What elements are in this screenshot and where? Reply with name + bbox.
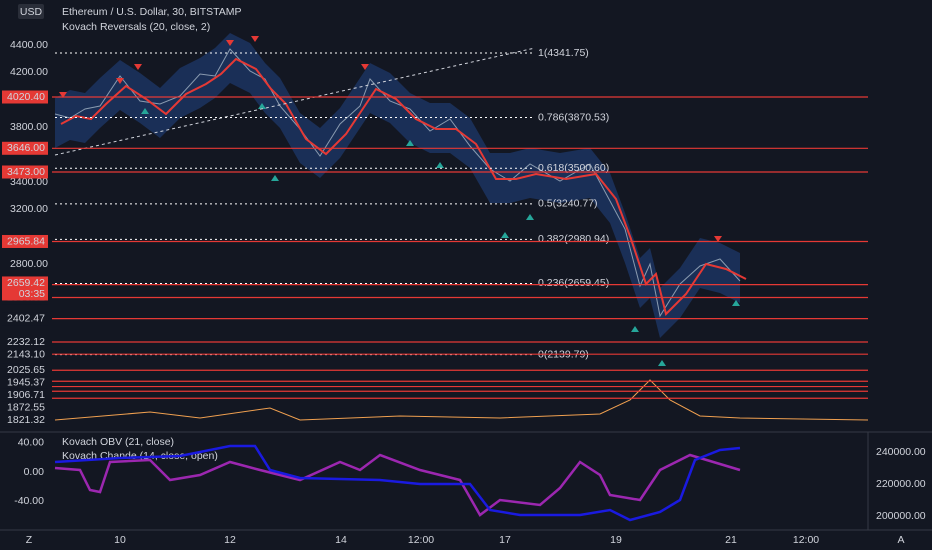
price-tick-label: 3200.00 bbox=[10, 203, 48, 215]
fib-label: 0.786(3870.53) bbox=[538, 111, 609, 123]
level-label: 3646.00 bbox=[7, 142, 45, 154]
level-label: 4020.40 bbox=[7, 91, 45, 103]
sell-signal bbox=[714, 236, 722, 242]
buy-signal bbox=[501, 232, 509, 238]
volume-line bbox=[54, 379, 869, 421]
sell-signal bbox=[226, 40, 234, 46]
time-tick-label: 14 bbox=[335, 534, 347, 546]
obv-tick-label: 220000.00 bbox=[876, 478, 926, 490]
current-price-badge bbox=[2, 276, 48, 301]
level-badge bbox=[2, 401, 48, 415]
oscillator-tick-label: 40.00 bbox=[18, 437, 44, 449]
level-label: 1945.37 bbox=[7, 377, 45, 389]
time-tick-label: 12 bbox=[224, 534, 236, 546]
level-badge bbox=[2, 347, 48, 361]
level-badge bbox=[2, 141, 48, 155]
level-badge bbox=[2, 413, 48, 427]
plot: 4400.00 4200.00 3800.00 3400.00 3200.00 2800.… bbox=[2, 33, 926, 546]
level-badge bbox=[2, 376, 48, 390]
level-label: 2143.10 bbox=[7, 348, 45, 360]
oscillator-tick-label: 0.00 bbox=[24, 466, 45, 478]
chande-line bbox=[54, 453, 741, 517]
oscillator-tick-label: -40.00 bbox=[14, 495, 44, 507]
time-tick-label: 19 bbox=[610, 534, 622, 546]
moving-average bbox=[60, 57, 747, 316]
level-badge bbox=[2, 363, 48, 377]
level-label: 2232.12 bbox=[7, 336, 45, 348]
currency-badge[interactable] bbox=[18, 4, 44, 19]
fib-label: 0.382(2980.94) bbox=[538, 233, 609, 245]
buy-signal bbox=[141, 108, 149, 114]
time-tick-label: 12:00 bbox=[793, 534, 819, 546]
buy-signal bbox=[271, 175, 279, 181]
buy-signal bbox=[406, 140, 414, 146]
sell-signal bbox=[59, 92, 67, 98]
countdown: 03:35 bbox=[19, 288, 45, 300]
sell-signal bbox=[361, 64, 369, 70]
fib-label: 0.618(3500.60) bbox=[538, 162, 609, 174]
price-tick-label: 3800.00 bbox=[10, 121, 48, 133]
level-label: 2965.84 bbox=[7, 235, 45, 247]
buy-signal bbox=[258, 103, 266, 109]
price-tick-label: 2800.00 bbox=[10, 258, 48, 270]
sell-signal bbox=[134, 64, 142, 70]
symbol: Ethereum / U.S. Dollar, 30, BITSTAMP bbox=[62, 6, 242, 18]
time-tick-label: 21 bbox=[725, 534, 737, 546]
level-badge bbox=[2, 335, 48, 349]
fib-label: 0.5(3240.77) bbox=[538, 198, 598, 210]
price-tick-label: 4400.00 bbox=[10, 39, 48, 51]
buy-signal bbox=[658, 360, 666, 366]
level-badge bbox=[2, 90, 48, 104]
sell-signal bbox=[251, 36, 259, 42]
auto-button[interactable]: A bbox=[897, 534, 904, 546]
current-price: 2659.42 bbox=[7, 277, 45, 289]
buy-signal bbox=[631, 326, 639, 332]
buy-signal bbox=[526, 214, 534, 220]
buy-signal bbox=[732, 300, 740, 306]
price-tick-label: 4200.00 bbox=[10, 66, 48, 78]
level-label: 1906.71 bbox=[7, 389, 45, 401]
level-label: 3473.00 bbox=[7, 166, 45, 178]
fib-label: 0.236(2659.45) bbox=[538, 277, 609, 289]
indicator-name: Kovach Reversals (20, close, 2) bbox=[62, 21, 210, 33]
time-tick-label: 10 bbox=[114, 534, 126, 546]
level-label: 1872.55 bbox=[7, 402, 45, 414]
buy-signal bbox=[436, 162, 444, 168]
time-tick-label: 12:00 bbox=[408, 534, 434, 546]
sell-signal bbox=[116, 78, 124, 84]
level-badge bbox=[2, 312, 48, 326]
time-tick-label: 17 bbox=[499, 534, 511, 546]
obv-tick-label: 200000.00 bbox=[876, 510, 926, 522]
level-label: 2025.65 bbox=[7, 364, 45, 376]
level-label: 1821.32 bbox=[7, 414, 45, 426]
price-tick-label: 3400.00 bbox=[10, 176, 48, 188]
level-badge bbox=[2, 165, 48, 179]
indicator-name: Kovach OBV (21, close) bbox=[62, 436, 174, 448]
currency: USD bbox=[20, 6, 43, 18]
level-badge bbox=[2, 234, 48, 248]
fib-label: 1(4341.75) bbox=[538, 47, 589, 59]
level-badge bbox=[2, 388, 48, 402]
zoom-button[interactable]: Z bbox=[26, 534, 33, 546]
trend-line bbox=[54, 47, 536, 156]
obv-tick-label: 240000.00 bbox=[876, 446, 926, 458]
level-label: 2402.47 bbox=[7, 312, 45, 324]
obv-line bbox=[54, 444, 741, 522]
